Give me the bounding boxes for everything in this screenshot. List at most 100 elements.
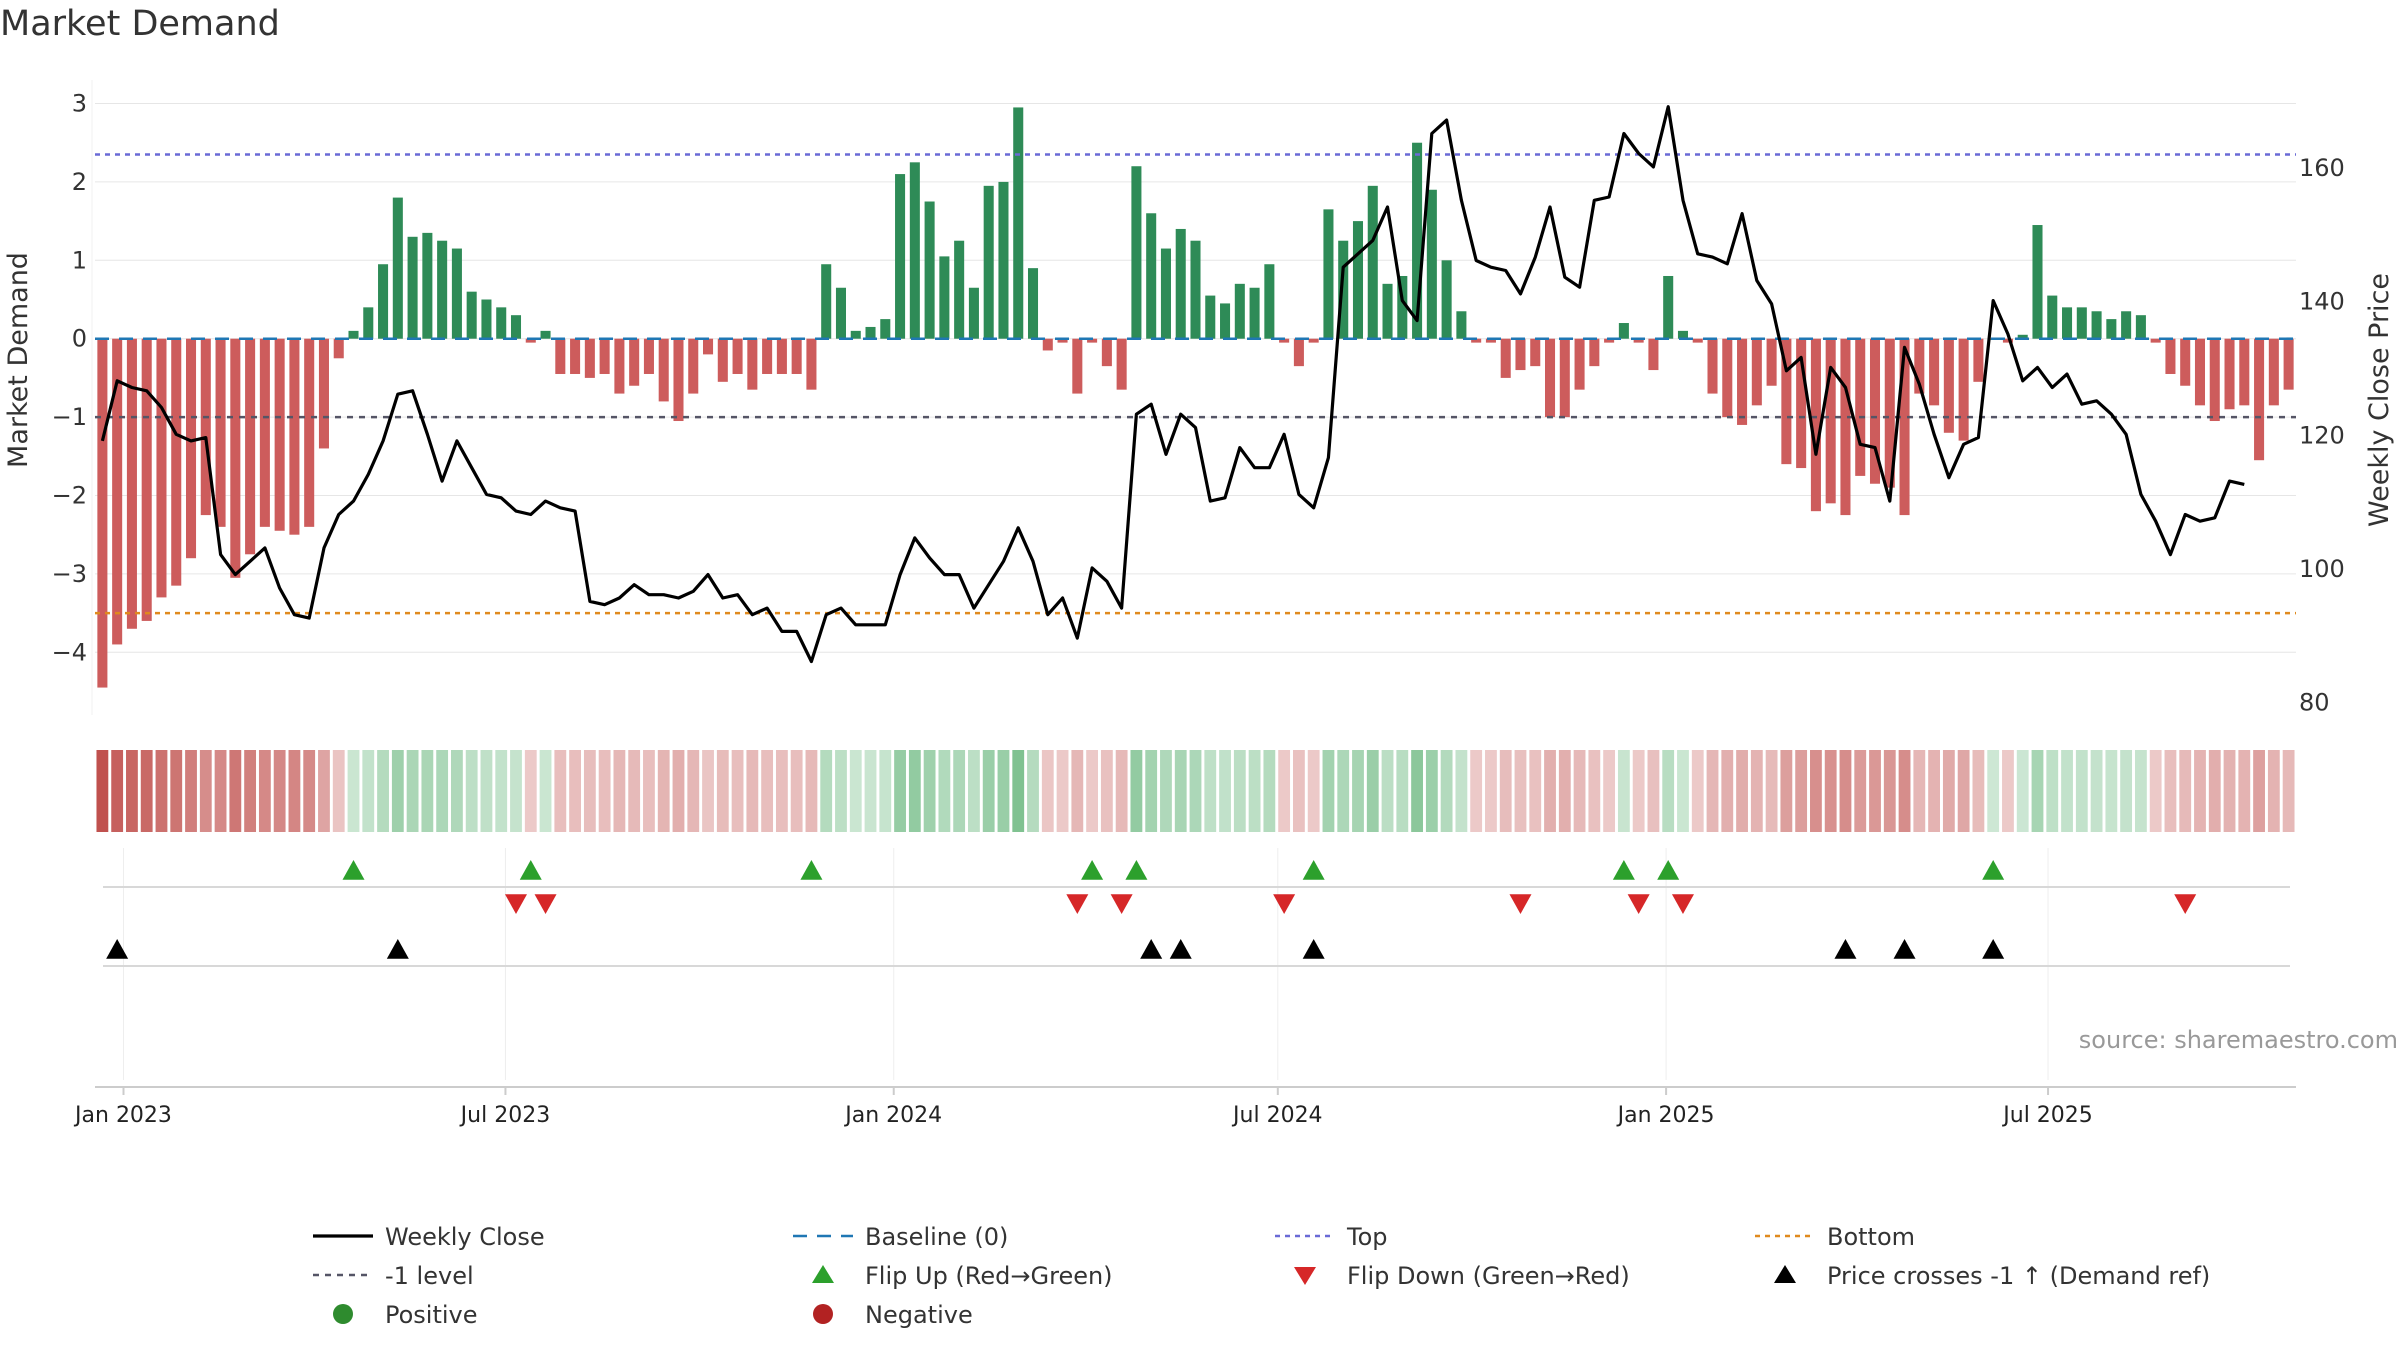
heat-strip-cell [1248, 750, 1261, 832]
demand-bar [924, 201, 935, 339]
heat-strip-cell [391, 750, 404, 832]
heat-strip-cell [1706, 750, 1719, 832]
heat-strip-cell [1411, 750, 1423, 832]
heat-strip-cell [1573, 750, 1586, 832]
heat-strip-cell [1086, 750, 1099, 832]
heat-strip-cell [2061, 750, 2073, 832]
legend: Weekly Close Baseline (0) Top Bottom -1 leve… [313, 1223, 2210, 1329]
demand-bar [230, 338, 241, 578]
demand-bar [2002, 338, 2013, 343]
demand-bar [2283, 338, 2294, 390]
demand-bar [2062, 307, 2073, 339]
heat-strip-cell [1765, 750, 1778, 832]
demand-bar [821, 264, 832, 339]
flip-down-marker [1110, 894, 1133, 914]
demand-bar [451, 248, 462, 339]
demand-bar [1234, 283, 1245, 339]
heat-strip-cell [1662, 750, 1675, 832]
demand-bar [1589, 338, 1600, 367]
flip-up-marker [1081, 860, 1104, 880]
demand-bar [466, 291, 477, 339]
y-right-tick-label: 100 [2299, 555, 2345, 583]
legend-item-dot_minus1: -1 level [313, 1262, 474, 1290]
flip-up-marker [342, 860, 365, 880]
demand-bar [1500, 338, 1511, 378]
heat-strip-cell [258, 750, 271, 832]
heat-strip-cell [1204, 750, 1217, 832]
heat-strip-cell [1071, 750, 1084, 832]
demand-bar [1471, 338, 1482, 343]
demand-bars [97, 107, 2294, 688]
heat-strip-cell [2031, 750, 2044, 832]
legend-item-dot_red: Negative [813, 1301, 973, 1329]
demand-bar [1530, 338, 1541, 367]
demand-bar [939, 256, 950, 339]
y-right-tick-label: 140 [2299, 288, 2345, 316]
heat-strip-cell [451, 750, 463, 832]
x-tick-label: Jul 2024 [1231, 1103, 1323, 1128]
demand-bar [1308, 338, 1319, 343]
heat-strip-cell [1514, 750, 1527, 832]
heat-strip-cell [1721, 750, 1734, 832]
heat-strip-cell [1485, 750, 1497, 832]
demand-bar [1840, 338, 1851, 516]
legend-dot-icon [333, 1304, 353, 1324]
heat-strip-cell [1898, 750, 1911, 832]
demand-bar [555, 338, 566, 374]
x-tick-label: Jul 2023 [459, 1103, 551, 1128]
heat-strip-cell [406, 750, 419, 832]
demand-bar [259, 338, 270, 527]
heat-strip-cell [702, 750, 714, 832]
heat-strip-cell [1056, 750, 1069, 832]
heat-strip-cell [1396, 750, 1409, 832]
heat-strip-cell [894, 750, 906, 832]
demand-bar [998, 181, 1009, 339]
heat-strip-cell [790, 750, 803, 832]
demand-bar [747, 338, 758, 390]
demand-bar [1220, 303, 1231, 339]
demand-bar [1072, 338, 1083, 394]
demand-bar [1175, 228, 1186, 339]
demand-bar [318, 338, 329, 449]
heat-strip-cell [716, 750, 729, 832]
demand-bar [171, 338, 182, 586]
demand-bar [599, 338, 610, 374]
heat-strip-cell [1499, 750, 1512, 832]
demand-bar [2032, 225, 2043, 339]
heat-strip-cell [1027, 750, 1039, 832]
demand-bar [1027, 268, 1039, 339]
demand-bar [1707, 338, 1718, 394]
heat-strip-cell [1366, 750, 1379, 832]
heat-strip-cell [805, 750, 818, 832]
heat-strip-cell [1425, 750, 1438, 832]
heat-strip-cell [835, 750, 847, 832]
heat-strip-cell [126, 750, 138, 832]
demand-bar [1042, 338, 1053, 351]
legend-label: Top [1346, 1223, 1388, 1251]
demand-bar [1087, 338, 1098, 343]
demand-bar [437, 240, 448, 339]
heat-strip-cell [436, 750, 449, 832]
x-tick-label: Jan 2025 [1616, 1103, 1715, 1128]
y-left-tick-label: −4 [52, 638, 87, 666]
heat-strip-cell [1588, 750, 1601, 832]
demand-bar [156, 338, 167, 598]
demand-bar [245, 338, 256, 555]
price-cross-marker [1982, 939, 2005, 959]
flip-down-marker [1066, 894, 1089, 914]
heat-strip-cell [2134, 750, 2147, 832]
legend-item-tri_up_black: Price crosses -1 ↑ (Demand ref) [1774, 1262, 2210, 1290]
heat-strip-cell [1913, 750, 1926, 832]
heat-strip-cell [1455, 750, 1468, 832]
demand-bar [2224, 338, 2235, 410]
heat-strip-cell [111, 750, 124, 832]
y-right-tick-label: 80 [2299, 689, 2330, 717]
y-right-tick-label: 160 [2299, 154, 2345, 182]
demand-bar [2254, 338, 2265, 461]
demand-bar [2076, 307, 2087, 339]
demand-bar [274, 338, 285, 531]
demand-bar [584, 338, 595, 378]
demand-bar [968, 287, 979, 339]
demand-bar [407, 236, 418, 339]
heat-strip-cell [1677, 750, 1689, 832]
